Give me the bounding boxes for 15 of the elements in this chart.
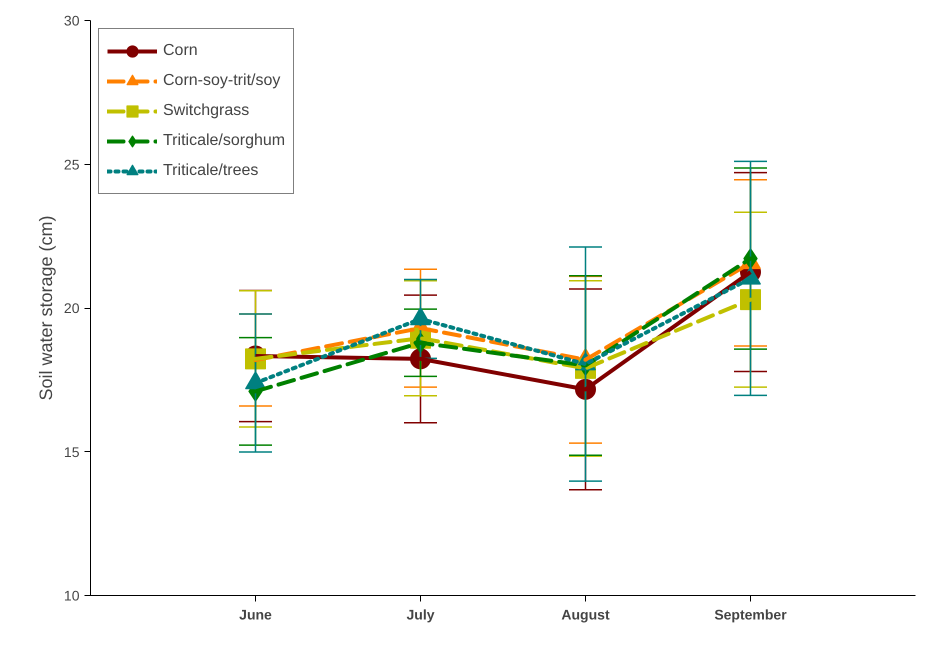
x-tick-label: August bbox=[561, 606, 610, 622]
legend-label: Corn-soy-trit/soy bbox=[163, 72, 280, 90]
y-tick-label: 25 bbox=[64, 156, 80, 172]
y-tick-label: 30 bbox=[64, 12, 80, 28]
legend-label: Switchgrass bbox=[163, 102, 250, 120]
legend-label: Triticale/sorghum bbox=[163, 132, 286, 150]
y-tick-label: 15 bbox=[64, 444, 80, 460]
x-tick-label: September bbox=[714, 606, 788, 622]
legend-label: Corn bbox=[163, 42, 198, 60]
legend-label: Triticale/trees bbox=[163, 162, 258, 180]
y-tick-label: 20 bbox=[64, 300, 80, 316]
x-tick-label: June bbox=[239, 606, 272, 622]
x-tick-label: July bbox=[406, 606, 435, 622]
y-tick-label: 10 bbox=[64, 588, 80, 604]
y-axis-title: Soil water storage (cm) bbox=[36, 215, 56, 401]
